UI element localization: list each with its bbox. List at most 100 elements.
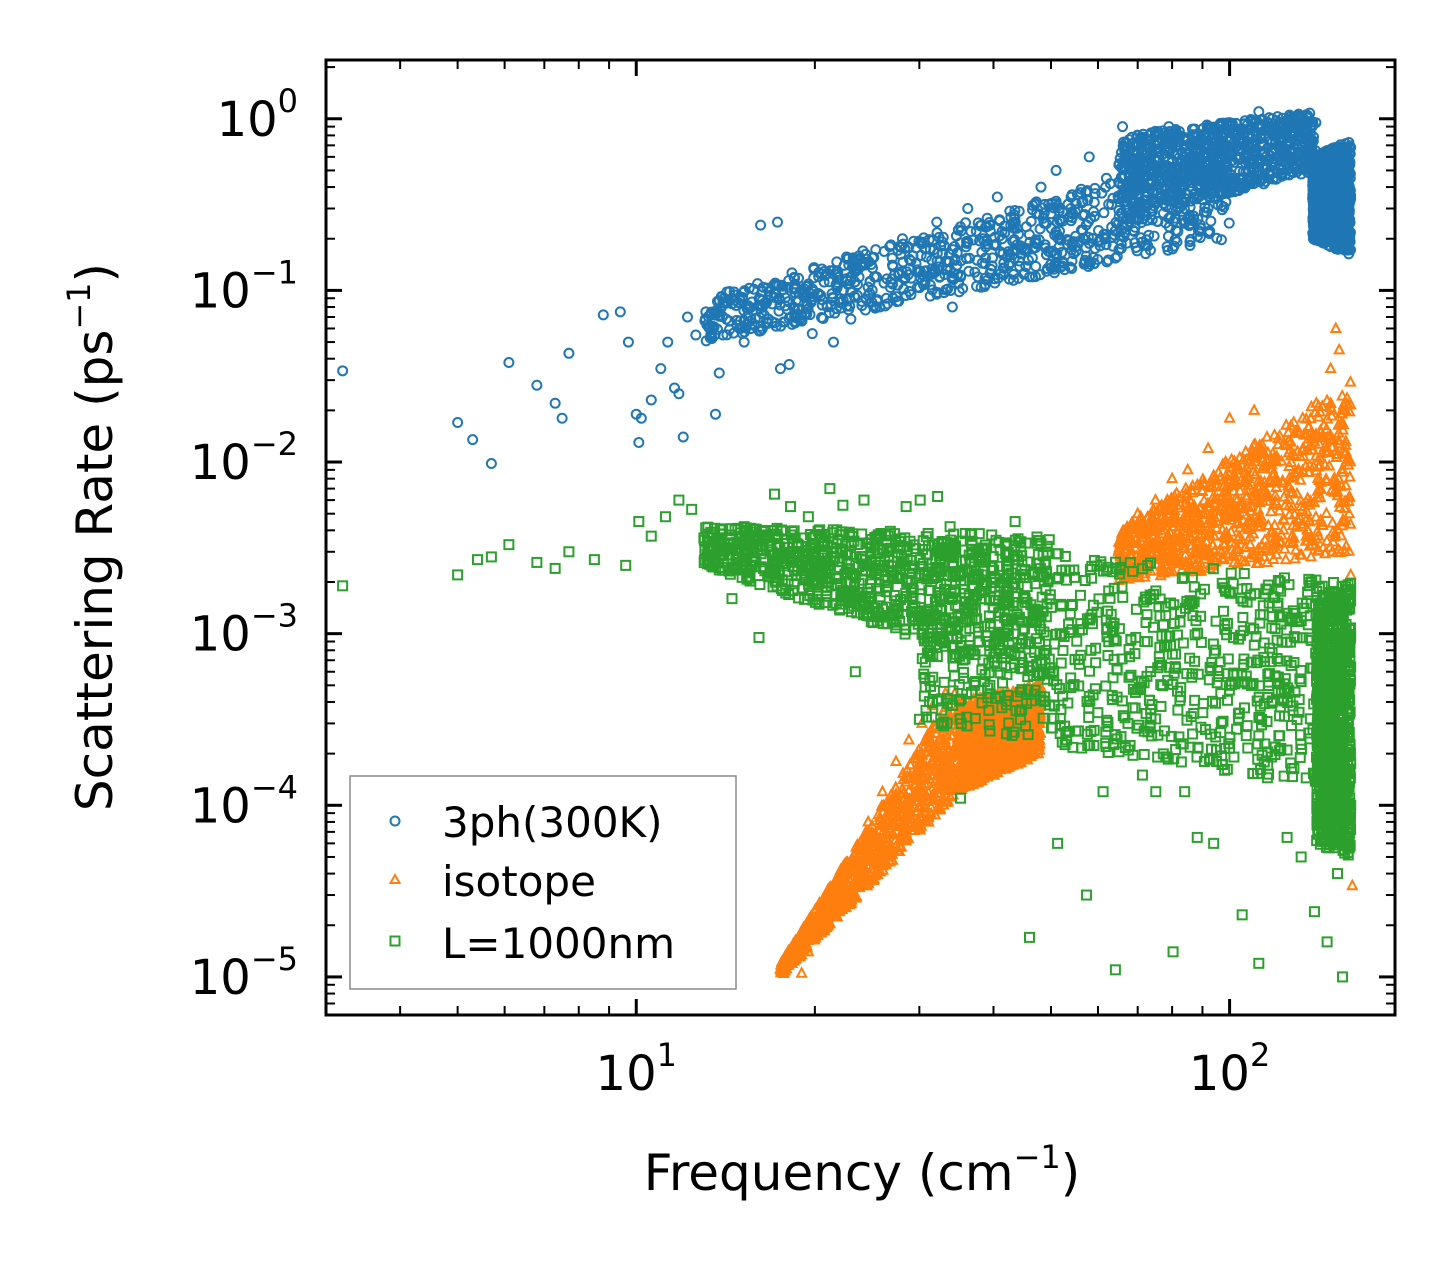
data-point	[1184, 239, 1196, 251]
data-point	[1198, 206, 1210, 218]
data-point	[926, 284, 938, 296]
data-point	[337, 365, 349, 377]
data-point	[549, 397, 561, 409]
data-point	[954, 237, 966, 249]
data-point	[808, 286, 820, 298]
data-point	[1082, 231, 1094, 243]
data-point	[937, 247, 949, 259]
data-point	[1102, 254, 1114, 266]
data-point	[808, 263, 820, 275]
data-point	[1107, 192, 1119, 204]
data-point	[734, 315, 746, 327]
data-point	[870, 301, 882, 313]
data-point	[1070, 241, 1082, 253]
data-point	[1029, 236, 1041, 248]
data-point	[847, 252, 859, 264]
data-point	[1049, 259, 1061, 271]
data-point	[452, 416, 464, 428]
series-0	[337, 106, 1357, 470]
data-point	[1088, 210, 1100, 222]
data-point	[851, 289, 863, 301]
data-point	[700, 335, 712, 347]
data-point	[801, 300, 813, 312]
data-point	[904, 253, 916, 265]
data-point	[1182, 213, 1194, 225]
data-point	[989, 273, 1001, 285]
data-point	[662, 336, 674, 348]
data-point	[1203, 228, 1215, 240]
data-point	[755, 320, 767, 332]
data-point	[994, 214, 1006, 226]
data-point	[1077, 210, 1089, 222]
data-point	[946, 301, 958, 313]
data-point	[991, 191, 1003, 203]
data-point	[718, 292, 730, 304]
data-point	[758, 309, 770, 321]
data-point	[1098, 207, 1110, 219]
data-point	[994, 268, 1006, 280]
data-point	[1034, 223, 1046, 235]
data-point	[1130, 241, 1142, 253]
data-point	[622, 336, 634, 348]
data-point	[962, 203, 974, 215]
data-point	[1076, 197, 1088, 209]
data-point	[1098, 228, 1110, 240]
data-point	[994, 230, 1006, 242]
data-point	[931, 255, 943, 267]
data-point	[1004, 257, 1016, 269]
data-point	[728, 327, 740, 339]
data-point	[757, 281, 769, 293]
data-point	[1216, 204, 1228, 216]
data-point	[1008, 222, 1020, 234]
data-point	[755, 219, 767, 231]
data-point	[789, 282, 801, 294]
data-point	[1144, 244, 1156, 256]
data-point	[990, 240, 1002, 252]
data-point	[1253, 106, 1265, 118]
data-point	[996, 233, 1008, 245]
data-point	[796, 311, 808, 323]
data-point	[1188, 213, 1200, 225]
data-point	[953, 277, 965, 289]
data-point	[1064, 261, 1076, 273]
data-point	[1109, 252, 1121, 264]
data-point	[897, 238, 909, 250]
data-point	[1115, 242, 1127, 254]
data-point	[721, 329, 733, 341]
data-point	[947, 267, 959, 279]
data-point	[967, 234, 979, 246]
data-point	[531, 379, 543, 391]
data-point	[1088, 196, 1100, 208]
data-point	[1078, 258, 1090, 270]
data-point	[1057, 215, 1069, 227]
data-point	[886, 273, 898, 285]
data-point	[1066, 208, 1078, 220]
data-point	[1117, 121, 1129, 133]
data-point	[931, 247, 943, 259]
data-point	[964, 252, 976, 264]
data-point	[806, 328, 818, 340]
data-point	[997, 248, 1009, 260]
data-point	[1007, 274, 1019, 286]
data-point	[940, 284, 952, 296]
data-point	[1083, 151, 1095, 163]
data-point	[1053, 205, 1065, 217]
data-point	[706, 332, 718, 344]
data-point	[1148, 230, 1160, 242]
data-point	[962, 236, 974, 248]
data-point	[789, 287, 801, 299]
data-point	[931, 216, 943, 228]
data-point	[681, 311, 693, 323]
data-point	[1101, 256, 1113, 268]
data-point	[1025, 215, 1037, 227]
data-point	[597, 309, 609, 321]
data-point	[891, 296, 903, 308]
data-point	[816, 294, 828, 306]
data-point	[775, 320, 787, 332]
data-point	[1089, 182, 1101, 194]
data-point	[1039, 198, 1051, 210]
data-point	[1020, 261, 1032, 273]
data-point	[786, 267, 798, 279]
data-point	[848, 265, 860, 277]
data-point	[951, 247, 963, 259]
